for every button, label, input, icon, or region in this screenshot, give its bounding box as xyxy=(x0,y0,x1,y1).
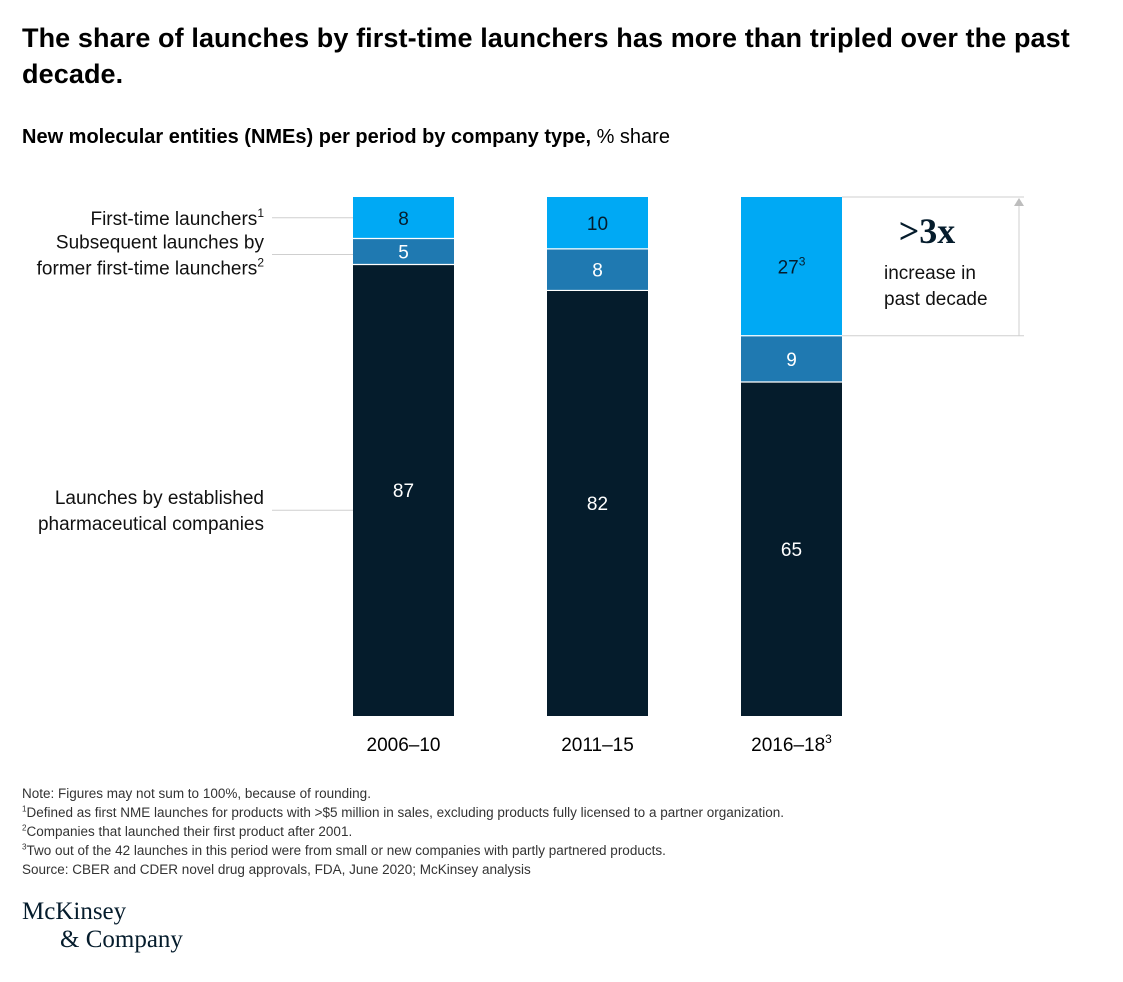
logo-line-2: & Company xyxy=(60,926,183,953)
footnote-3: 3Two out of the 42 launches in this peri… xyxy=(22,841,784,860)
footnote-2-sup: 2 xyxy=(22,823,27,833)
value-label-subsequent-1: 5 xyxy=(398,242,409,263)
legend-subsequent-line-2: former first-time launchers2 xyxy=(37,255,265,279)
value-label-first-time-2: 10 xyxy=(587,214,608,235)
bar-subsequent-2 xyxy=(547,248,648,291)
annotation-text-line-1: increase in xyxy=(884,263,976,284)
value-label-established-1: 87 xyxy=(393,481,414,502)
bar-established-2 xyxy=(547,290,648,716)
stacked-bar-chart: 87582006–10828102011–156592732016–183Fir… xyxy=(37,196,1024,756)
legend-established-line-1: Launches by established xyxy=(55,488,264,509)
legend-subsequent-line-1: Subsequent launches by xyxy=(56,232,265,253)
footnote-1-text: Defined as first NME launches for produc… xyxy=(26,805,785,820)
footnote-1-sup: 1 xyxy=(22,804,27,814)
bar-subsequent-1 xyxy=(353,238,454,265)
category-label-2: 2011–15 xyxy=(561,735,634,756)
bar-established-3 xyxy=(741,381,842,716)
value-label-subsequent-2: 8 xyxy=(592,261,603,282)
annotation-multiplier: >3x xyxy=(899,211,956,251)
legend-established-line-2: pharmaceutical companies xyxy=(38,514,264,535)
chart-title: The share of launches by first-time laun… xyxy=(22,23,1070,89)
value-label-subsequent-3: 9 xyxy=(786,350,797,371)
subtitle-unit: % share xyxy=(591,126,670,148)
bar-first-time-1 xyxy=(353,197,454,239)
legend-first-time-line-1: First-time launchers1 xyxy=(90,206,264,230)
source-line: Source: CBER and CDER novel drug approva… xyxy=(22,862,531,877)
footnote-1: 1Defined as first NME launches for produ… xyxy=(22,803,784,822)
bar-subsequent-3 xyxy=(741,335,842,382)
bar-first-time-2 xyxy=(547,197,648,249)
category-label-3: 2016–183 xyxy=(751,732,832,756)
chart-subtitle: New molecular entities (NMEs) per period… xyxy=(22,124,670,150)
annotation-text-line-2: past decade xyxy=(884,289,988,310)
footnote-2: 2Companies that launched their first pro… xyxy=(22,822,784,841)
footnotes: Note: Figures may not sum to 100%, becau… xyxy=(22,784,784,879)
subtitle-bold: New molecular entities (NMEs) per period… xyxy=(22,126,592,148)
footnote-3-text: Two out of the 42 launches in this perio… xyxy=(26,843,666,858)
logo-line-1: McKinsey xyxy=(22,898,127,925)
value-label-first-time-1: 8 xyxy=(398,209,409,230)
value-label-established-3: 65 xyxy=(781,540,802,561)
bar-first-time-3 xyxy=(741,197,842,336)
mckinsey-logo: McKinsey & Company xyxy=(22,898,183,954)
annotation-arrow-head xyxy=(1014,198,1024,206)
footnote-3-sup: 3 xyxy=(22,842,27,852)
bar-established-1 xyxy=(353,264,454,716)
footnote-2-text: Companies that launched their first prod… xyxy=(26,824,353,839)
value-label-established-2: 82 xyxy=(587,494,608,515)
note-rounding: Note: Figures may not sum to 100%, becau… xyxy=(22,786,371,801)
category-label-1: 2006–10 xyxy=(367,735,441,756)
